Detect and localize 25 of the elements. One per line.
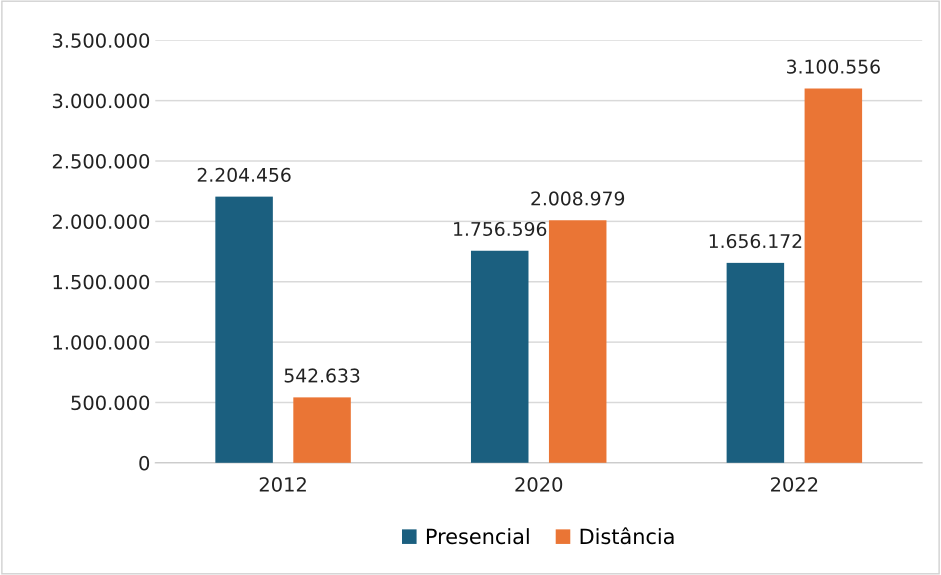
y-tick-label: 3.000.000 xyxy=(52,94,150,108)
bar xyxy=(293,397,351,463)
data-label: 1.756.596 xyxy=(454,222,546,236)
bar xyxy=(215,196,273,463)
data-label: 2.204.456 xyxy=(198,168,291,182)
bar xyxy=(804,88,862,463)
y-tick-label: 2.000.000 xyxy=(52,214,150,230)
y-tick-label: 2.500.000 xyxy=(52,154,150,169)
y-tick-label: 1.000.000 xyxy=(54,335,150,350)
y-tick-label: 3.500.000 xyxy=(52,33,150,48)
x-tick-label: 2022 xyxy=(771,477,818,492)
data-label: 2.008.979 xyxy=(531,191,624,206)
bar xyxy=(470,250,528,463)
bar xyxy=(548,220,606,463)
y-tick-label: 0 xyxy=(139,456,150,471)
bar xyxy=(726,262,784,463)
x-tick-label: 2020 xyxy=(515,477,562,492)
legend-label: Presencial xyxy=(426,528,529,544)
data-label: 1.656.172 xyxy=(710,234,802,248)
x-tick-label: 2012 xyxy=(260,477,306,492)
data-label: 542.633 xyxy=(284,368,360,383)
data-label: 3.100.556 xyxy=(787,60,880,74)
y-tick-label: 1.500.000 xyxy=(54,274,150,290)
y-tick-label: 500.000 xyxy=(71,395,150,410)
legend-label: Distância xyxy=(580,527,674,544)
